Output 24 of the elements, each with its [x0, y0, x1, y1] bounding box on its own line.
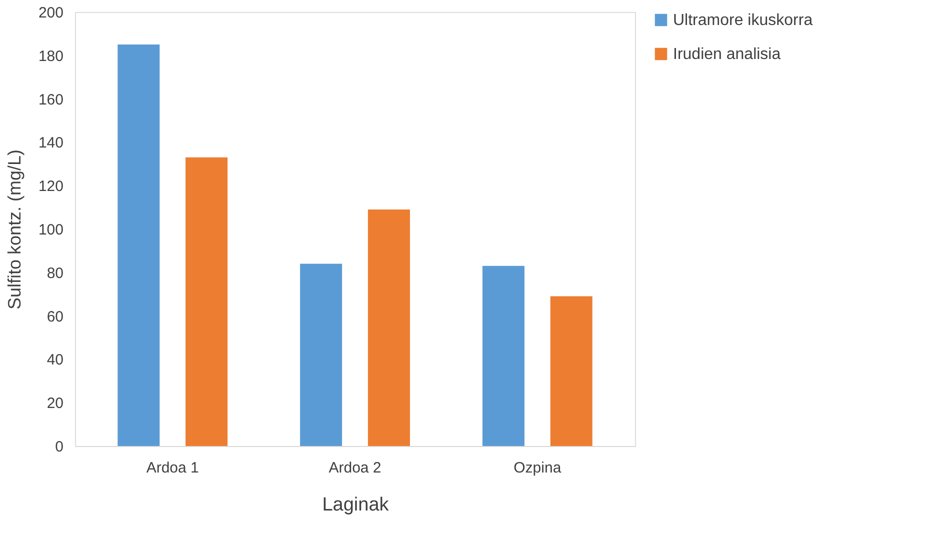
y-axis-title: Sulfito kontz. (mg/L): [4, 149, 24, 310]
x-axis-title: Laginak: [322, 494, 390, 516]
bar: [550, 296, 592, 446]
bar: [118, 44, 160, 446]
y-tick-label: 140: [38, 134, 64, 152]
y-tick-label: 20: [46, 395, 64, 412]
y-tick-label: 80: [46, 264, 64, 282]
y-tick-label: 0: [55, 438, 64, 456]
y-tick-label: 160: [38, 91, 64, 108]
y-tick-label: 180: [38, 48, 64, 65]
y-tick-label: 60: [46, 308, 64, 326]
y-tick-label: 200: [38, 4, 64, 22]
y-tick-label: 120: [38, 178, 64, 196]
x-tick-label: Ardoa 1: [146, 460, 199, 476]
bar: [300, 264, 342, 446]
x-tick-label: Ozpina: [514, 460, 562, 476]
legend-label: Ultramore ikuskorra: [673, 12, 813, 29]
y-tick-label: 100: [38, 222, 64, 238]
bar: [482, 266, 524, 446]
bar: [368, 209, 410, 446]
y-tick-label: 40: [46, 352, 64, 369]
bar: [186, 157, 228, 446]
x-tick-label: Ardoa 2: [328, 460, 382, 476]
legend-label: Irudien analisia: [673, 46, 781, 63]
